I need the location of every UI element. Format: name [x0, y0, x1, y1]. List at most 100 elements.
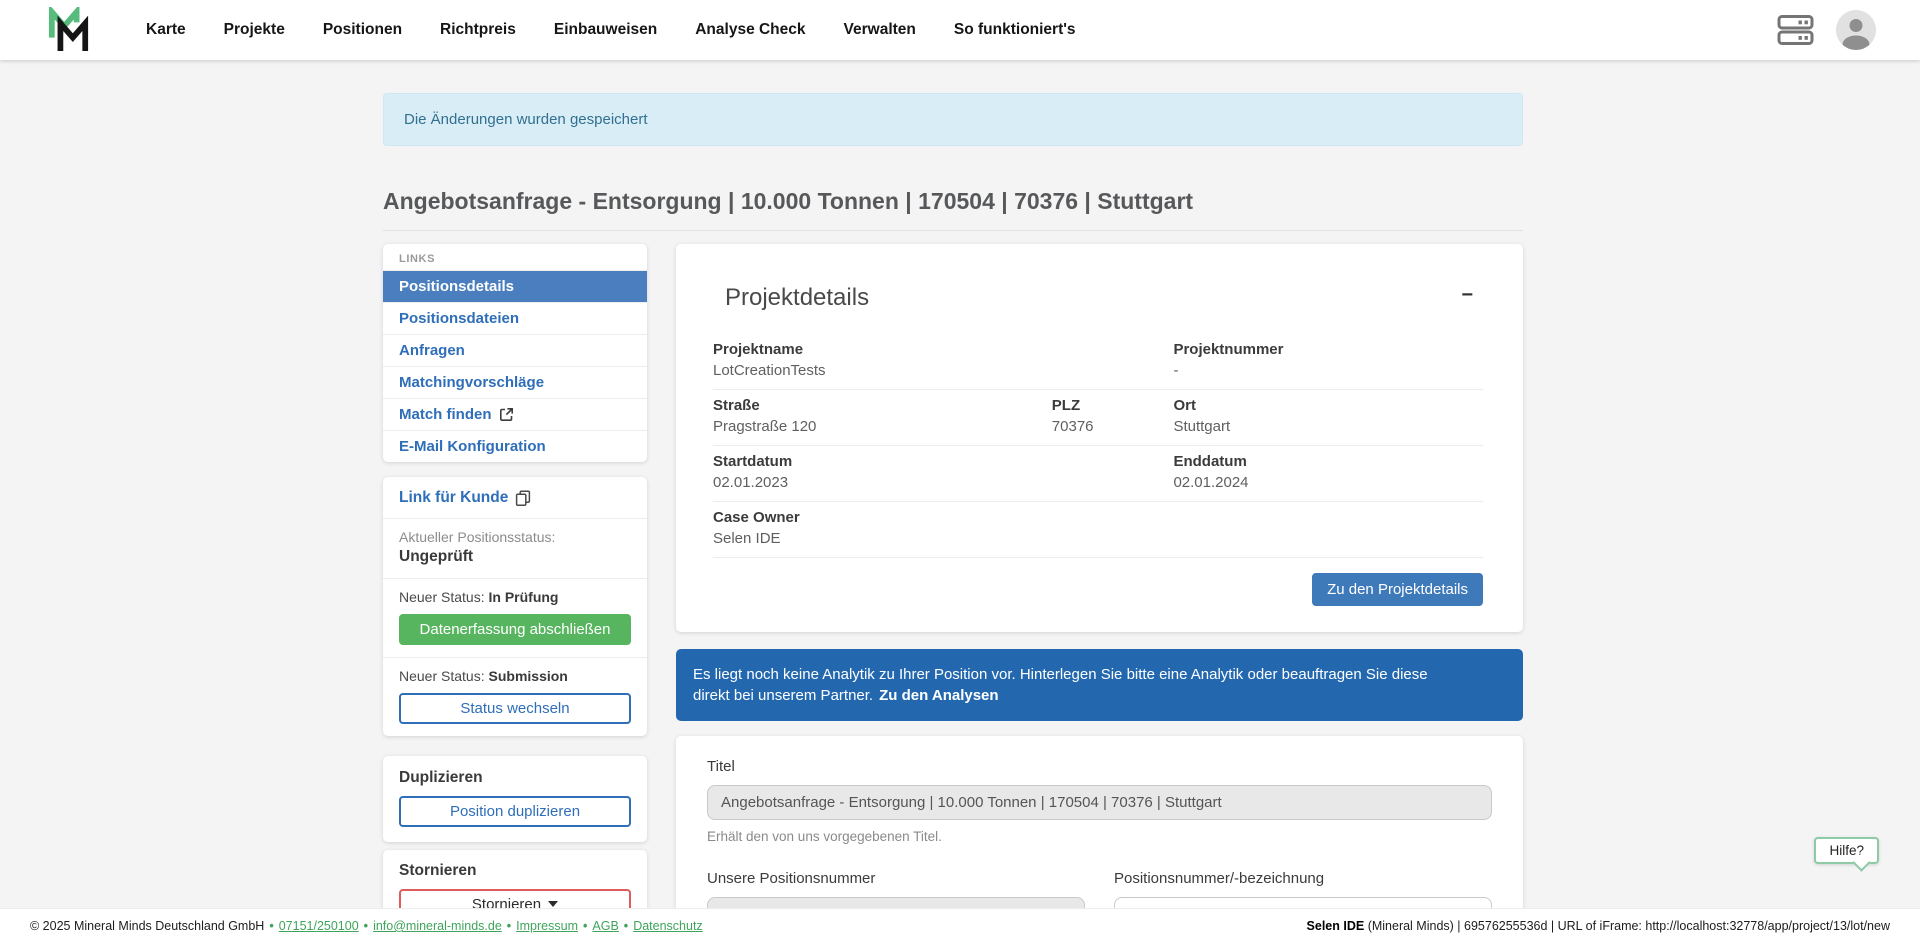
footer-link-phone[interactable]: 07151/250100: [278, 919, 359, 933]
nav-richtpreis[interactable]: Richtpreis: [440, 21, 516, 38]
field-strasse: Straße Pragstraße 120: [713, 397, 1052, 435]
footer-separator: •: [583, 919, 588, 933]
footer-user-name: Selen IDE: [1306, 919, 1365, 933]
nav-karte[interactable]: Karte: [146, 21, 186, 38]
field-projektnummer: Projektnummer -: [1173, 341, 1483, 379]
field-value: -: [1173, 362, 1179, 379]
main-nav: Karte Projekte Positionen Richtpreis Ein…: [146, 21, 1076, 39]
field-label: Case Owner: [713, 509, 800, 526]
sidebar-item-label: Anfragen: [399, 342, 465, 359]
user-avatar-icon[interactable]: [1836, 10, 1876, 50]
header-actions: [1777, 10, 1876, 50]
new-status-2-value: Submission: [488, 668, 568, 684]
saved-alert: Die Änderungen wurden gespeichert: [383, 93, 1523, 146]
main-content: Die Änderungen wurden gespeichert Angebo…: [383, 93, 1523, 943]
field-label: PLZ: [1051, 397, 1081, 414]
sidebar-item-positionsdateien[interactable]: Positionsdateien: [383, 302, 647, 334]
sidebar-item-positionsdetails[interactable]: Positionsdetails: [383, 270, 647, 302]
new-status-prefix: Neuer Status:: [399, 589, 489, 605]
field-value: Pragstraße 120: [713, 418, 817, 435]
nav-einbauweisen[interactable]: Einbauweisen: [553, 21, 658, 38]
customer-link-label: Link für Kunde: [399, 489, 509, 506]
go-to-analyses-link[interactable]: Zu den Analysen: [879, 687, 999, 704]
footer-separator: •: [269, 919, 274, 933]
footer-link-datenschutz[interactable]: Datenschutz: [633, 919, 703, 933]
top-navbar: Karte Projekte Positionen Richtpreis Ein…: [0, 0, 1920, 60]
server-stack-icon[interactable]: [1777, 11, 1814, 49]
footer-separator: •: [506, 919, 512, 933]
field-value: 02.01.2023: [713, 474, 789, 491]
current-status-section: Aktueller Positionsstatus: Ungeprüft: [383, 518, 647, 578]
field-label: Enddatum: [1173, 453, 1247, 470]
sidebar-item-label: E-Mail Konfiguration: [399, 438, 546, 455]
analytics-banner-text: Es liegt noch keine Analytik zu Ihrer Po…: [693, 666, 1428, 704]
sidebar-item-email-konfiguration[interactable]: E-Mail Konfiguration: [383, 430, 647, 462]
project-row: Case Owner Selen IDE: [713, 502, 1483, 558]
complete-data-entry-button[interactable]: Datenerfassung abschließen: [399, 614, 631, 645]
new-status-1-value: In Prüfung: [488, 589, 559, 605]
footer-left: © 2025 Mineral Minds Deutschland GmbH • …: [30, 919, 703, 933]
field-value: 02.01.2024: [1173, 474, 1249, 491]
titel-help-text: Erhält den von uns vorgegebenen Titel.: [707, 829, 942, 844]
sidebar-item-label: Positionsdateien: [399, 310, 520, 327]
sidebar-item-matchingvorschlaege[interactable]: Matchingvorschläge: [383, 366, 647, 398]
project-row: Startdatum 02.01.2023 Enddatum 02.01.202…: [713, 446, 1483, 502]
field-label: Straße: [713, 397, 760, 414]
new-status-2-section: Neuer Status: Submission Status wechseln: [383, 657, 647, 736]
field-value: 70376: [1051, 418, 1094, 435]
footer-separator: •: [363, 919, 369, 933]
copy-icon: [516, 490, 531, 506]
field-value: LotCreationTests: [713, 362, 826, 379]
footer-copyright: © 2025 Mineral Minds Deutschland GmbH: [30, 919, 265, 933]
footer: © 2025 Mineral Minds Deutschland GmbH • …: [0, 908, 1920, 943]
footer-separator: •: [623, 919, 629, 933]
switch-status-button[interactable]: Status wechseln: [399, 693, 631, 724]
links-card: LINKS Positionsdetails Positionsdateien …: [383, 244, 647, 462]
footer-link-impressum[interactable]: Impressum: [516, 919, 578, 933]
two-column-layout: LINKS Positionsdetails Positionsdateien …: [383, 244, 1523, 943]
nav-verwalten[interactable]: Verwalten: [843, 21, 916, 38]
status-card: Link für Kunde Aktueller Positionsstatus…: [383, 477, 647, 736]
sidebar-item-match-finden[interactable]: Match finden: [383, 398, 647, 430]
links-card-header: LINKS: [399, 253, 435, 265]
new-status-2-line: Neuer Status: Submission: [399, 668, 631, 684]
field-projektname: Projektname LotCreationTests: [713, 341, 1173, 379]
our-number-label: Unsere Positionsnummer: [707, 870, 876, 887]
cancel-card-title: Stornieren: [399, 862, 477, 879]
field-case-owner: Case Owner Selen IDE: [713, 509, 1173, 547]
field-plz: PLZ 70376: [1052, 397, 1174, 435]
nav-projekte[interactable]: Projekte: [223, 21, 285, 38]
duplicate-card: Duplizieren Position duplizieren: [383, 756, 647, 842]
field-label: Startdatum: [713, 453, 793, 470]
new-status-1-section: Neuer Status: In Prüfung Datenerfassung …: [383, 578, 647, 657]
project-details-header: Projektdetails −: [725, 284, 1477, 312]
footer-session-info: Selen IDE (Mineral Minds) | 69576255536d…: [1307, 919, 1890, 933]
customer-link-section: Link für Kunde: [383, 477, 647, 518]
field-enddatum: Enddatum 02.01.2024: [1173, 453, 1483, 491]
field-label: Projektnummer: [1173, 341, 1284, 358]
page-title: Angebotsanfrage - Entsorgung | 10.000 To…: [383, 188, 1523, 231]
collapse-icon[interactable]: −: [1457, 284, 1477, 306]
duplicate-position-button[interactable]: Position duplizieren: [399, 796, 631, 827]
sidebar-item-anfragen[interactable]: Anfragen: [383, 334, 647, 366]
position-number-label: Positionsnummer/-bezeichnung: [1114, 870, 1325, 887]
field-ort: Ort Stuttgart: [1173, 397, 1483, 435]
new-status-1-line: Neuer Status: In Prüfung: [399, 589, 631, 605]
duplicate-card-title: Duplizieren: [399, 769, 483, 786]
project-details-card: Projektdetails − Projektname LotCreation…: [676, 244, 1523, 632]
field-value: Stuttgart: [1173, 418, 1231, 435]
go-to-project-details-button[interactable]: Zu den Projektdetails: [1312, 573, 1483, 606]
mineral-minds-logo-icon[interactable]: [48, 4, 90, 53]
footer-link-agb[interactable]: AGB: [592, 919, 619, 933]
nav-positionen[interactable]: Positionen: [322, 21, 403, 38]
nav-so-funktionierts[interactable]: So funktioniert's: [953, 21, 1076, 38]
titel-input: [707, 785, 1492, 820]
nav-analyse-check[interactable]: Analyse Check: [695, 21, 806, 38]
footer-link-email[interactable]: info@mineral-minds.de: [373, 919, 502, 933]
help-button[interactable]: Hilfe?: [1814, 837, 1879, 864]
customer-link[interactable]: Link für Kunde: [399, 489, 531, 507]
sidebar: LINKS Positionsdetails Positionsdateien …: [383, 244, 647, 934]
field-startdatum: Startdatum 02.01.2023: [713, 453, 1173, 491]
saved-alert-text: Die Änderungen wurden gespeichert: [404, 111, 648, 128]
